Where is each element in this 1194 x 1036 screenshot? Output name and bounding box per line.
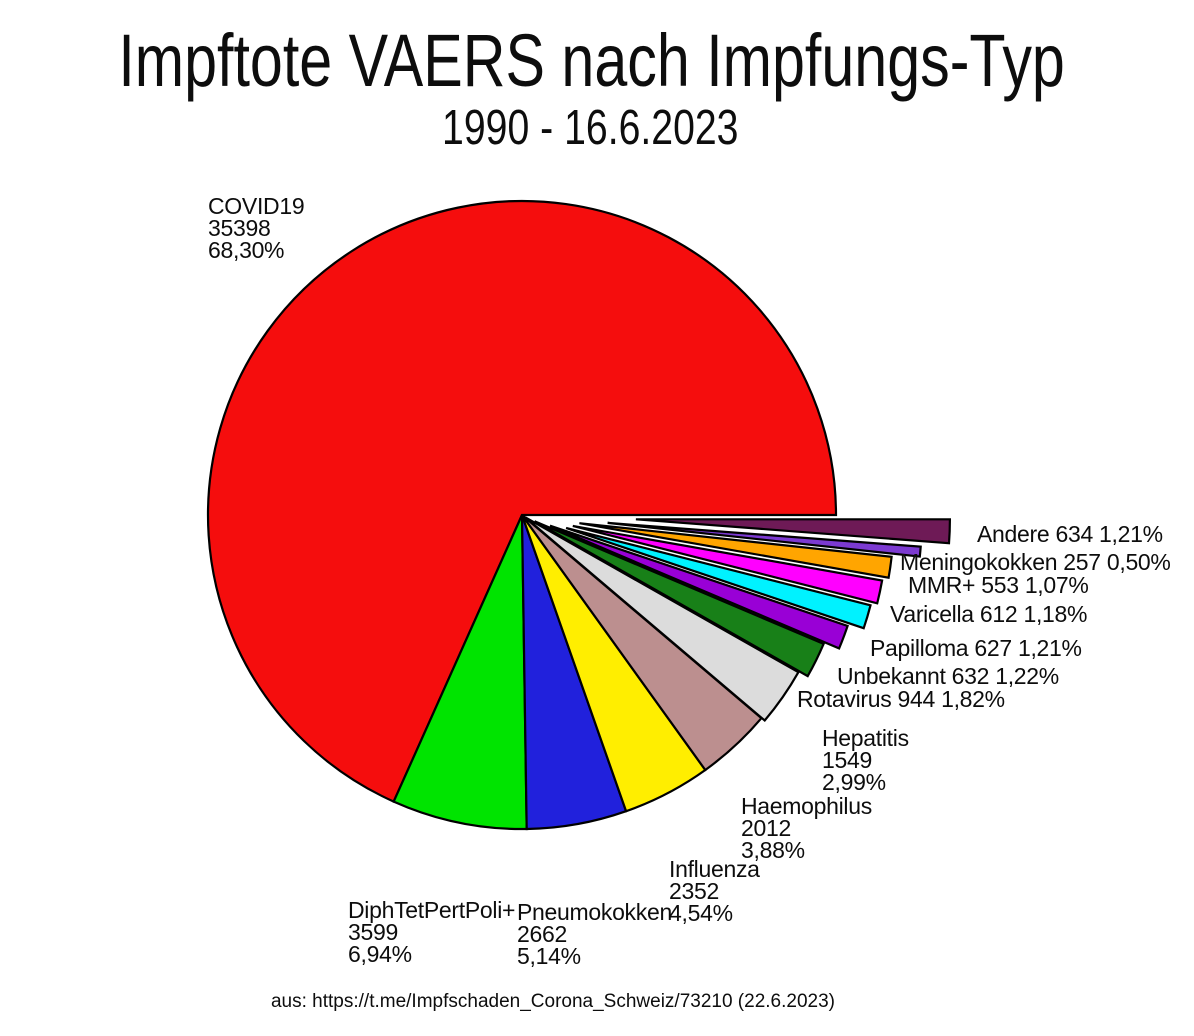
pie-slice-andere bbox=[635, 518, 952, 545]
pie-slice-varicella bbox=[572, 524, 884, 605]
slice-label-covid19: COVID19 35398 68,30% bbox=[208, 193, 305, 263]
slice-label-line: 2012 bbox=[741, 815, 791, 841]
slice-label-papilloma: Papilloma 627 1,21% bbox=[870, 635, 1082, 661]
slice-label-line: 35398 bbox=[208, 215, 271, 241]
slice-label-line: Pneumokokken bbox=[517, 899, 672, 925]
slice-label-line: 68,30% bbox=[208, 237, 285, 263]
chart-subtitle: 1990 - 16.6.2023 bbox=[0, 104, 1180, 153]
slice-label-haemophilus: Haemophilus 2012 3,88% bbox=[741, 793, 872, 863]
slice-label-varicella: Varicella 612 1,18% bbox=[890, 601, 1088, 627]
pie-slice-rotavirus bbox=[534, 520, 826, 678]
source-caption: aus: https://t.me/Impfschaden_Corona_Sch… bbox=[270, 991, 835, 1012]
slice-label-line: COVID19 bbox=[208, 193, 305, 219]
slice-label-rotavirus: Rotavirus 944 1,82% bbox=[797, 686, 1005, 712]
pie-slice-covid19 bbox=[206, 199, 838, 804]
slice-label-influenza: Influenza 2352 4,54% bbox=[669, 856, 760, 926]
slice-label-line: 2,99% bbox=[822, 769, 886, 795]
pie-slice-diphtetpertpoli bbox=[392, 514, 528, 831]
slice-label-hepatitis: Hepatitis 1549 2,99% bbox=[822, 725, 909, 795]
chart-title: Impftote VAERS nach Impfungs-Typ bbox=[0, 24, 1180, 98]
chart-title-text: Impftote VAERS nach Impfungs-Typ bbox=[118, 19, 1065, 102]
slice-label-meningokokken: Meningokokken 257 0,50% bbox=[900, 549, 1171, 575]
slice-label-line: 3,88% bbox=[741, 837, 805, 863]
slice-label-line: 5,14% bbox=[517, 943, 581, 969]
slice-label-line: 2662 bbox=[517, 921, 567, 947]
slice-label-line: 6,94% bbox=[348, 941, 412, 967]
slice-label-line: Haemophilus bbox=[741, 793, 872, 819]
pie-slice-unbekannt bbox=[549, 524, 849, 650]
pie-slice-meningokokken bbox=[607, 521, 922, 558]
slice-label-unbekannt: Unbekannt 632 1,22% bbox=[837, 663, 1059, 689]
slice-label-andere: Andere 634 1,21% bbox=[977, 521, 1163, 547]
chart-subtitle-text: 1990 - 16.6.2023 bbox=[441, 101, 739, 155]
slice-label-line: 1549 bbox=[822, 747, 872, 773]
slice-label-mmr: MMR+ 553 1,07% bbox=[908, 572, 1089, 598]
slice-label-line: Influenza bbox=[669, 856, 760, 882]
slice-label-line: Hepatitis bbox=[822, 725, 909, 751]
pie-slice-mmr bbox=[579, 522, 893, 579]
slice-label-line: DiphTetPertPoli+ bbox=[348, 897, 516, 923]
slice-label-pneumokokken: Pneumokokken 2662 5,14% bbox=[517, 899, 672, 969]
slice-label-line: 3599 bbox=[348, 919, 398, 945]
pie-slice-papilloma bbox=[565, 526, 872, 630]
slice-label-line: 2352 bbox=[669, 878, 719, 904]
pie-slice-hepatitis bbox=[524, 516, 800, 723]
slice-label-diphtetpertpoli: DiphTetPertPoli+ 3599 6,94% bbox=[348, 897, 516, 967]
slice-label-line: 4,54% bbox=[669, 900, 733, 926]
